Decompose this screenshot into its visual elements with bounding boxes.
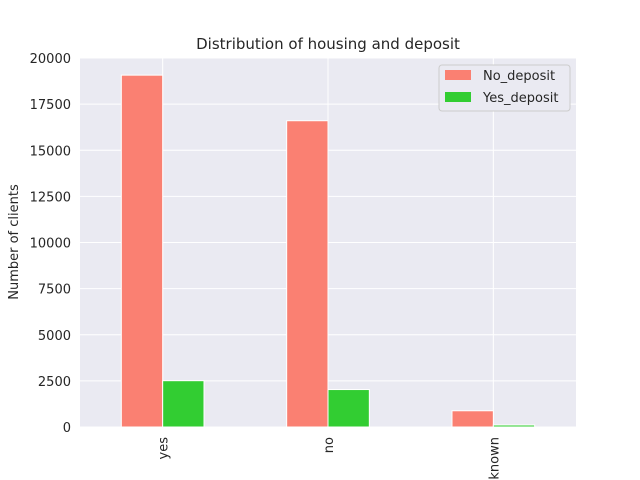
y-axis-label: Number of clients bbox=[7, 184, 22, 300]
y-tick-label: 7500 bbox=[38, 283, 71, 298]
y-tick-label: 10000 bbox=[30, 237, 71, 252]
chart-title: Distribution of housing and deposit bbox=[196, 35, 460, 53]
y-tick-label: 17500 bbox=[30, 98, 71, 113]
y-tick-label: 20000 bbox=[30, 52, 71, 67]
legend: No_deposit Yes_deposit bbox=[438, 64, 571, 112]
bar-yes-deposit-yes bbox=[162, 380, 205, 428]
bar-yes-deposit-no bbox=[327, 389, 370, 428]
y-axis-ticks: 0 2500 5000 7500 10000 12500 15000 17500 20000 bbox=[30, 52, 71, 436]
x-tick-label: no bbox=[322, 437, 337, 453]
legend-swatch-no-deposit bbox=[445, 70, 471, 80]
y-tick-label: 5000 bbox=[38, 329, 71, 344]
legend-frame bbox=[438, 64, 571, 112]
bar-no-deposit-unknown bbox=[451, 410, 494, 428]
legend-label-no-deposit: No_deposit bbox=[483, 69, 555, 84]
y-tick-label: 2500 bbox=[38, 375, 71, 390]
y-tick-label: 15000 bbox=[30, 144, 71, 159]
bars bbox=[120, 74, 536, 428]
bar-no-deposit-no bbox=[286, 120, 329, 428]
legend-label-yes-deposit: Yes_deposit bbox=[482, 91, 558, 106]
y-tick-label: 0 bbox=[63, 421, 71, 436]
x-tick-label: unknown bbox=[487, 437, 502, 480]
x-axis-ticks: yes no unknown bbox=[157, 437, 503, 480]
bar-no-deposit-yes bbox=[120, 74, 164, 428]
y-tick-label: 12500 bbox=[30, 190, 71, 205]
bar-yes-deposit-unknown bbox=[492, 424, 536, 428]
x-tick-label: yes bbox=[157, 437, 172, 460]
legend-swatch-yes-deposit bbox=[445, 92, 471, 102]
